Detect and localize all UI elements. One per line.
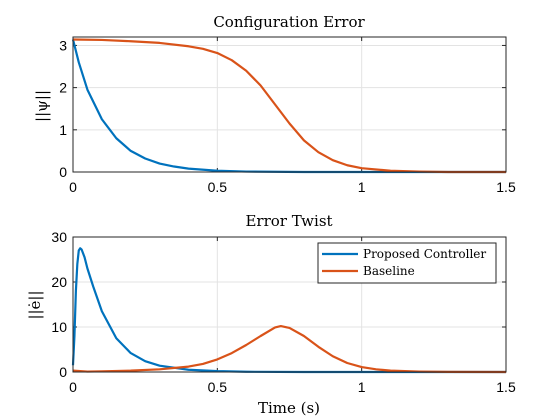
config-error-ytick-label: 0 (59, 164, 67, 180)
error-twist-legend-box (317, 242, 497, 284)
config-error-axes-box (72, 36, 507, 173)
error-twist-legend: Proposed Controller Baseline (317, 242, 497, 284)
config-error-xtick-label: 1.5 (496, 179, 516, 195)
error-twist-title: Error Twist (245, 212, 332, 230)
config-error-xtick-label: 1 (358, 179, 366, 195)
error-twist-legend-label: Baseline (363, 264, 415, 278)
error-twist-ytick-label: 0 (59, 364, 67, 380)
config-error-ytick-label: 3 (59, 37, 67, 53)
config-error-xtick-label: 0 (69, 179, 77, 195)
config-error-xtick-label: 0.5 (208, 179, 228, 195)
error-twist-legend-label: Proposed Controller (363, 247, 486, 261)
config-error-ytick-label: 2 (59, 80, 67, 96)
error-twist-xlabel: Time (s) (258, 399, 320, 417)
error-twist-ytick-label: 30 (51, 229, 67, 245)
config-error-axes: Configuration Error ||ψ|| 0 0.5 1 1.5 0 1 2 3 (33, 13, 516, 195)
error-twist-series-line-1 (72, 325, 507, 374)
error-twist-ytick-label: 20 (51, 274, 67, 290)
error-twist-ytick-label: 10 (51, 319, 67, 335)
error-twist-xtick-label: 0.5 (208, 379, 228, 395)
error-twist-xtick-label: 1.5 (496, 379, 516, 395)
error-twist-ylabel: ||ė|| (26, 290, 44, 319)
error-twist-xtick-label: 1 (358, 379, 366, 395)
config-error-ylabel: ||ψ|| (33, 90, 51, 122)
error-twist-axes: Error Twist ||ė|| Time (s) 0 0.5 1 1.5 0 10 20… (26, 212, 516, 417)
config-error-ytick-label: 1 (59, 122, 67, 138)
config-error-series-line-1 (72, 38, 506, 174)
config-error-plot-area (73, 37, 506, 172)
error-twist-axes-box (72, 236, 507, 373)
error-twist-xtick-label: 0 (69, 379, 77, 395)
config-error-title: Configuration Error (213, 13, 365, 31)
